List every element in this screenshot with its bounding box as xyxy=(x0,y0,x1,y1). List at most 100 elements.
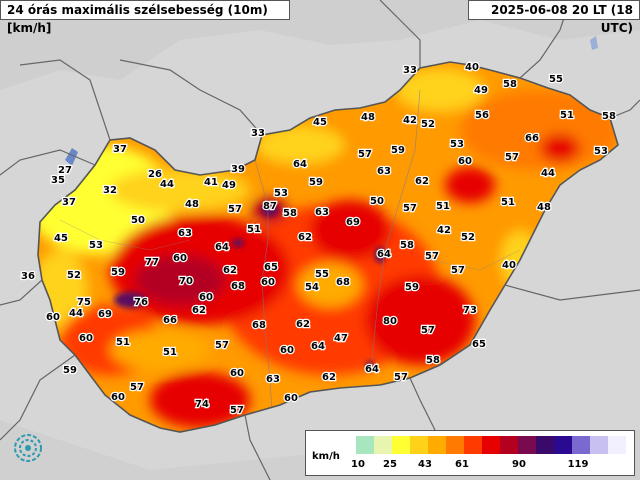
legend-swatch xyxy=(572,436,590,454)
station-wind-value: 57 xyxy=(403,203,417,214)
station-wind-value: 62 xyxy=(322,372,336,383)
station-wind-value: 63 xyxy=(178,228,192,239)
station-wind-value: 48 xyxy=(361,112,375,123)
station-wind-value: 37 xyxy=(113,144,127,155)
station-wind-value: 40 xyxy=(502,260,516,271)
station-wind-value: 57 xyxy=(130,382,144,393)
station-wind-value: 60 xyxy=(284,393,298,404)
station-wind-value: 64 xyxy=(365,364,379,375)
station-wind-value: 44 xyxy=(69,308,83,319)
country-border xyxy=(37,61,619,433)
station-wind-value: 60 xyxy=(79,333,93,344)
station-wind-value: 57 xyxy=(425,251,439,262)
station-wind-value: 52 xyxy=(67,270,81,281)
station-wind-value: 59 xyxy=(63,365,77,376)
station-wind-value: 54 xyxy=(305,282,319,293)
station-wind-value: 35 xyxy=(51,175,65,186)
station-wind-value: 57 xyxy=(215,340,229,351)
legend-swatch xyxy=(608,436,626,454)
station-wind-value: 57 xyxy=(421,325,435,336)
station-wind-value: 59 xyxy=(111,267,125,278)
station-wind-value: 47 xyxy=(334,333,348,344)
station-wind-value: 65 xyxy=(472,339,486,350)
station-wind-value: 63 xyxy=(377,166,391,177)
station-wind-value: 49 xyxy=(222,180,236,191)
station-wind-value: 63 xyxy=(266,374,280,385)
station-wind-value: 62 xyxy=(296,319,310,330)
legend-tick-label: 119 xyxy=(567,459,589,470)
lake-north xyxy=(590,36,598,50)
station-wind-value: 59 xyxy=(391,145,405,156)
station-wind-value: 51 xyxy=(501,197,515,208)
station-wind-value: 39 xyxy=(231,164,245,175)
service-logo-icon xyxy=(14,434,42,462)
legend-swatch xyxy=(428,436,446,454)
station-wind-value: 26 xyxy=(148,169,162,180)
map-timestamp: 2025-06-08 20 LT (18 UTC) xyxy=(468,0,640,35)
legend-color-bar xyxy=(356,436,626,454)
station-wind-value: 53 xyxy=(274,188,288,199)
station-wind-value: 49 xyxy=(474,85,488,96)
station-wind-value: 58 xyxy=(283,208,297,219)
station-wind-value: 76 xyxy=(134,297,148,308)
station-wind-value: 45 xyxy=(313,117,327,128)
station-wind-value: 60 xyxy=(46,312,60,323)
station-wind-value: 57 xyxy=(358,149,372,160)
station-wind-value: 60 xyxy=(230,368,244,379)
station-wind-value: 64 xyxy=(293,159,307,170)
station-wind-value: 55 xyxy=(315,269,329,280)
station-wind-value: 64 xyxy=(377,249,391,260)
station-wind-value: 59 xyxy=(405,282,419,293)
station-wind-value: 57 xyxy=(230,405,244,416)
station-wind-value: 51 xyxy=(436,201,450,212)
station-wind-value: 60 xyxy=(261,277,275,288)
station-wind-value: 57 xyxy=(505,152,519,163)
legend-tick-label: 43 xyxy=(418,459,432,470)
station-wind-value: 48 xyxy=(537,202,551,213)
station-wind-value: 40 xyxy=(465,62,479,73)
station-wind-value: 69 xyxy=(98,309,112,320)
legend-swatch xyxy=(410,436,428,454)
station-wind-value: 37 xyxy=(62,197,76,208)
station-wind-value: 59 xyxy=(309,177,323,188)
station-wind-value: 60 xyxy=(173,253,187,264)
legend-swatch xyxy=(482,436,500,454)
station-wind-value: 44 xyxy=(160,179,174,190)
station-wind-value: 63 xyxy=(315,207,329,218)
station-wind-value: 60 xyxy=(199,292,213,303)
station-wind-value: 70 xyxy=(179,276,193,287)
station-wind-value: 33 xyxy=(403,65,417,76)
station-wind-value: 62 xyxy=(192,305,206,316)
legend-swatch xyxy=(500,436,518,454)
legend-tick-label: 10 xyxy=(351,459,365,470)
legend-tick-label: 25 xyxy=(383,459,397,470)
station-wind-value: 57 xyxy=(451,265,465,276)
station-wind-value: 48 xyxy=(185,199,199,210)
legend: km/h 10 25 43 61 90 119 xyxy=(305,430,635,476)
station-wind-value: 62 xyxy=(223,265,237,276)
station-wind-value: 53 xyxy=(594,146,608,157)
legend-unit: km/h xyxy=(312,451,340,462)
station-wind-value: 68 xyxy=(252,320,266,331)
legend-swatch xyxy=(518,436,536,454)
station-wind-value: 65 xyxy=(264,262,278,273)
station-wind-value: 42 xyxy=(437,225,451,236)
station-wind-value: 50 xyxy=(131,215,145,226)
legend-swatch xyxy=(374,436,392,454)
station-wind-value: 52 xyxy=(421,119,435,130)
station-wind-value: 58 xyxy=(503,79,517,90)
legend-swatch xyxy=(446,436,464,454)
station-wind-value: 53 xyxy=(450,139,464,150)
station-wind-value: 66 xyxy=(163,315,177,326)
station-wind-value: 51 xyxy=(116,337,130,348)
station-wind-value: 58 xyxy=(602,111,616,122)
station-wind-value: 52 xyxy=(461,232,475,243)
station-wind-value: 55 xyxy=(549,74,563,85)
station-wind-value: 74 xyxy=(195,399,209,410)
legend-swatch xyxy=(590,436,608,454)
legend-swatch xyxy=(536,436,554,454)
station-wind-value: 51 xyxy=(247,224,261,235)
station-wind-value: 56 xyxy=(475,110,489,121)
